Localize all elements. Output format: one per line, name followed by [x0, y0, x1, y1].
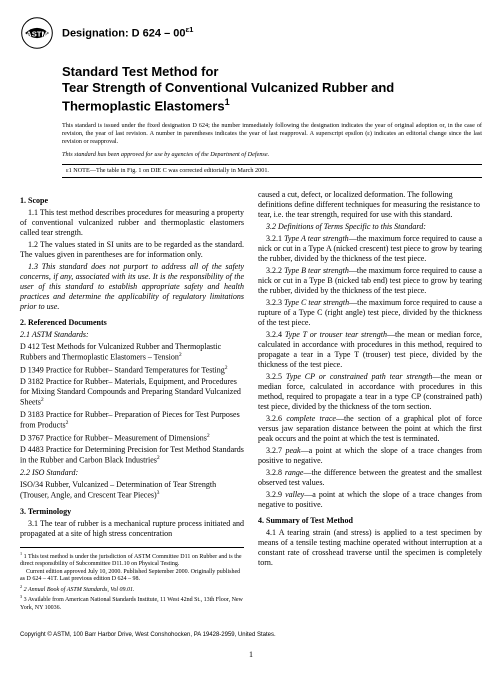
para-3-2-8: 3.2.8 range—the difference between the g… — [258, 468, 482, 488]
footnote-2: 2 2 Annual Book of ASTM Standards, Vol 0… — [20, 584, 244, 595]
para-3-2-1: 3.2.1 Type A tear strength—the maximum f… — [258, 234, 482, 264]
title-block: Standard Test Method for Tear Strength o… — [62, 64, 482, 114]
footnote-3: 3 3 Available from American National Sta… — [20, 594, 244, 612]
para-1-2: 1.2 The values stated in SI units are to… — [20, 240, 244, 260]
ref-d3182: D 3182 Practice for Rubber– Materials, E… — [20, 377, 244, 408]
para-3-2-2: 3.2.2 Type B tear strength—the maximum f… — [258, 266, 482, 296]
page-number: 1 — [20, 650, 482, 660]
disclaimer-2: This standard has been approved for use … — [62, 151, 482, 159]
para-3-2-7: 3.2.7 peak—a point at which the slope of… — [258, 446, 482, 466]
para-3-2-6: 3.2.6 complete trace—the section of a gr… — [258, 414, 482, 444]
right-column: caused a cut, defect, or localized defor… — [258, 190, 482, 612]
para-1-1: 1.1 This test method describes procedure… — [20, 208, 244, 238]
title-line-1: Standard Test Method for — [62, 64, 482, 80]
para-3-2-5: 3.2.5 Type CP or constrained path tear s… — [258, 372, 482, 412]
para-3-2-4: 3.2.4 Type T or trouser tear strength—th… — [258, 330, 482, 370]
para-3-2-9: 3.2.9 valley—a point at which the slope … — [258, 490, 482, 510]
left-column: 1. Scope 1.1 This test method describes … — [20, 190, 244, 612]
ref-iso34: ISO/34 Rubber, Vulcanized – Determinatio… — [20, 480, 244, 501]
disclaimer-1: This standard is issued under the fixed … — [62, 122, 482, 146]
para-3-2: 3.2 Definitions of Terms Specific to thi… — [258, 222, 482, 232]
refdocs-head: 2. Referenced Documents — [20, 318, 244, 328]
epsilon-note: ε1 NOTE—The table in Fig. 1 on DIE C was… — [62, 164, 482, 178]
para-col2-cont: caused a cut, defect, or localized defor… — [258, 190, 482, 220]
svg-text:ASTM: ASTM — [26, 29, 48, 38]
para-4-1: 4.1 A tearing strain (and stress) is app… — [258, 528, 482, 568]
scope-head: 1. Scope — [20, 196, 244, 206]
terminology-head: 3. Terminology — [20, 507, 244, 517]
para-3-2-3: 3.2.3 Type C tear strength—the maximum f… — [258, 298, 482, 328]
summary-head: 4. Summary of Test Method — [258, 516, 482, 526]
designation: Designation: D 624 – 00ε1 — [62, 25, 193, 41]
header-row: ASTM Designation: D 624 – 00ε1 — [20, 16, 482, 50]
footnotes: 1 1 This test method is under the jurisd… — [20, 547, 244, 613]
para-2-2: 2.2 ISO Standard: — [20, 468, 244, 478]
ref-d3183: D 3183 Practice for Rubber– Preparation … — [20, 410, 244, 431]
para-3-1: 3.1 The tear of rubber is a mechanical r… — [20, 519, 244, 539]
ref-d3767: D 3767 Practice for Rubber– Measurement … — [20, 433, 244, 444]
para-1-3: 1.3 This standard does not purport to ad… — [20, 262, 244, 312]
ref-d412: D 412 Test Methods for Vulcanized Rubber… — [20, 342, 244, 363]
para-2-1: 2.1 ASTM Standards: — [20, 330, 244, 340]
footnote-1b: Current edition approved July 10, 2000. … — [20, 569, 244, 584]
title-line-3: Thermoplastic Elastomers1 — [62, 97, 482, 115]
footnote-1: 1 1 This test method is under the jurisd… — [20, 551, 244, 569]
copyright: Copyright © ASTM, 100 Barr Harbor Drive,… — [20, 632, 482, 640]
body-columns: 1. Scope 1.1 This test method describes … — [20, 190, 482, 612]
ref-d4483: D 4483 Practice for Determining Precisio… — [20, 445, 244, 466]
astm-logo: ASTM — [20, 16, 54, 50]
ref-d1349: D 1349 Practice for Rubber– Standard Tem… — [20, 365, 244, 376]
title-line-2: Tear Strength of Conventional Vulcanized… — [62, 80, 482, 96]
